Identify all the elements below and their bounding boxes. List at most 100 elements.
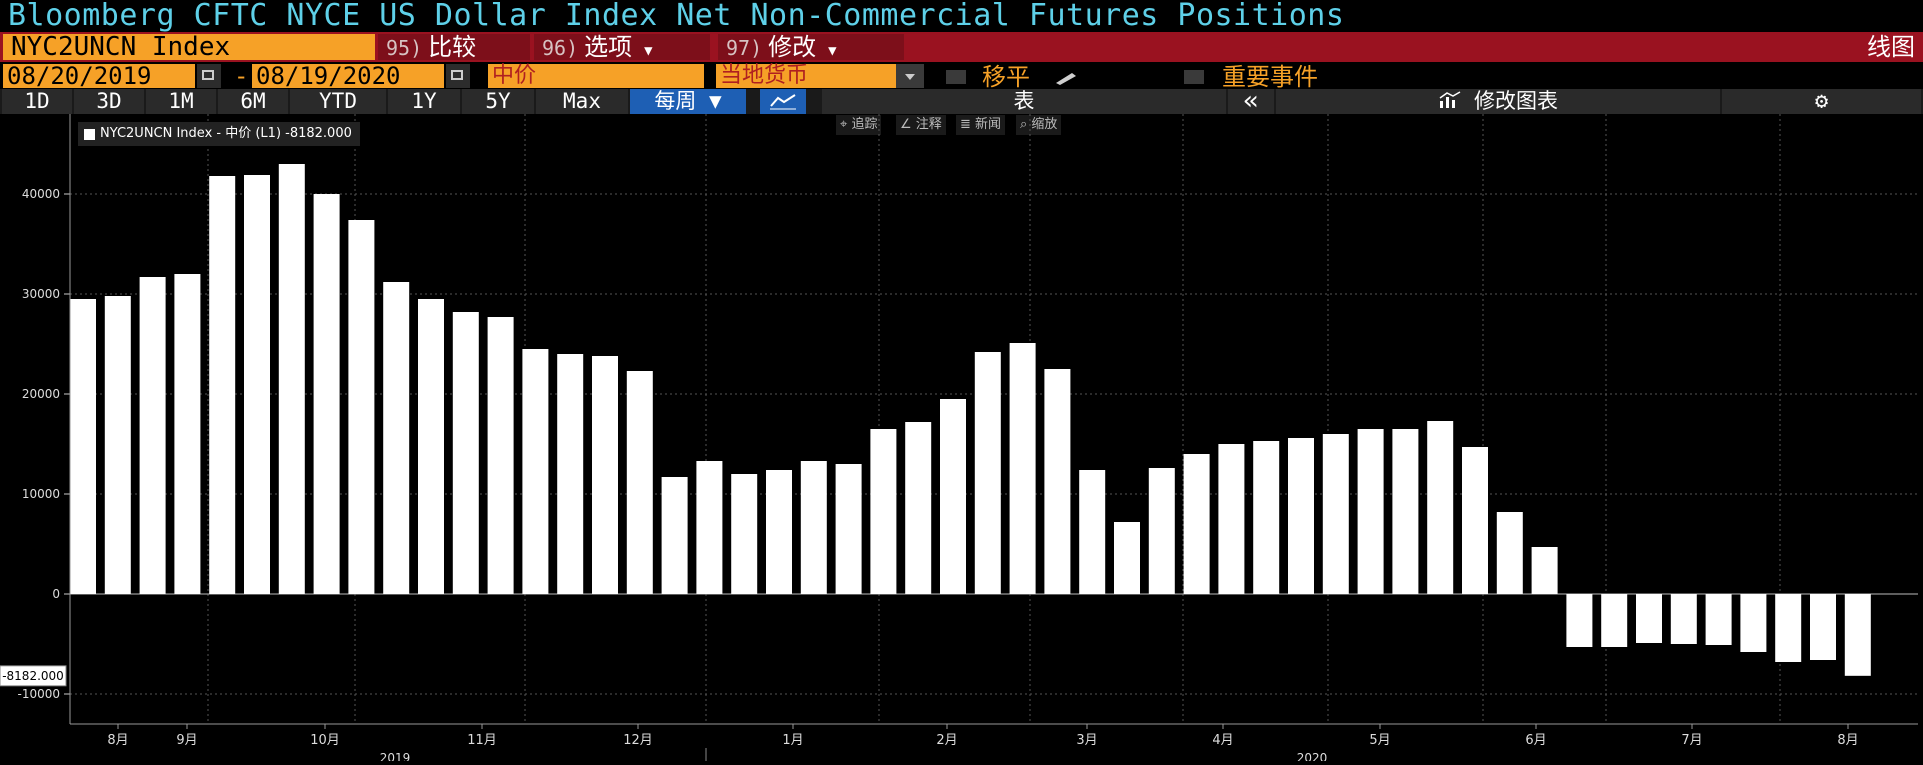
compare-button[interactable]: 95) 比较: [378, 34, 530, 60]
news-label: 新闻: [975, 117, 1002, 132]
options-number: 96): [542, 36, 579, 60]
bar-series: [70, 164, 1871, 676]
bar: [313, 194, 340, 594]
end-date-field[interactable]: 08/19/2020: [252, 64, 444, 88]
bar: [1427, 421, 1454, 594]
bar: [592, 356, 618, 594]
range-max[interactable]: Max: [536, 89, 628, 114]
bar: [696, 461, 723, 594]
function-bar: NYC2UNCN Index 95) 比较 96) 选项 ▼ 97) 修改 ▼ 线图: [0, 32, 1923, 62]
zoom-icon: ⌕: [1020, 117, 1032, 132]
gear-icon[interactable]: ⚙: [1722, 89, 1921, 114]
bar: [1044, 369, 1071, 594]
x-tick-label: 2月: [936, 733, 957, 748]
legend: NYC2UNCN Index - 中价 (L1) -8182.000: [78, 122, 360, 146]
crosshair-icon: ⌖: [840, 117, 852, 132]
range-1d[interactable]: 1D: [2, 89, 72, 114]
pencil-icon[interactable]: [1054, 70, 1080, 85]
line-chart-icon[interactable]: [760, 89, 806, 114]
bar: [1322, 434, 1349, 594]
range-1y[interactable]: 1Y: [388, 89, 460, 114]
bar: [1636, 594, 1662, 643]
collapse-icon[interactable]: «: [1228, 88, 1274, 114]
calendar-icon[interactable]: [197, 64, 221, 88]
bar: [1740, 594, 1767, 652]
track-label: 追踪: [851, 117, 878, 132]
bar: [1253, 441, 1280, 594]
options-button[interactable]: 96) 选项 ▼: [534, 34, 710, 60]
bar: [244, 175, 270, 594]
y-tick-label: 10000: [22, 487, 60, 501]
range-6m[interactable]: 6M: [218, 89, 288, 114]
chevron-down-icon: ▼: [828, 43, 837, 59]
bar: [1288, 438, 1314, 594]
currency-dropdown-button[interactable]: [896, 64, 924, 88]
edit-label: 修改: [768, 33, 817, 61]
chart-area: -10000 0 10000 20000 30000 40000 -8182.000 8月 9…: [0, 114, 1923, 765]
bar: [800, 461, 827, 594]
bar: [452, 312, 479, 594]
range-3d[interactable]: 3D: [74, 89, 144, 114]
price-field-select[interactable]: 中价: [488, 64, 704, 88]
chart-type-label[interactable]: 线图: [1867, 33, 1915, 61]
x-tick-label: 1月: [782, 733, 803, 748]
bar: [1392, 429, 1419, 594]
track-tool[interactable]: ⌖ 追踪: [836, 115, 882, 135]
compare-label: 比较: [428, 33, 477, 61]
x-tick-label: 4月: [1212, 733, 1233, 748]
bar-chart: -10000 0 10000 20000 30000 40000 -8182.000 8月 9…: [0, 114, 1918, 765]
y-tick-label: 40000: [22, 187, 60, 201]
bar: [1566, 594, 1593, 647]
x-tick-label: 5月: [1369, 733, 1390, 748]
last-value-tag: [0, 665, 67, 687]
bar: [70, 299, 96, 594]
zoom-tool[interactable]: ⌕ 缩放: [1016, 115, 1062, 135]
table-button[interactable]: 表: [822, 89, 1226, 114]
y-tick-label: 20000: [22, 387, 60, 401]
bar: [1775, 594, 1802, 662]
bar: [1218, 444, 1245, 594]
bar: [1148, 468, 1175, 594]
range-ytd[interactable]: YTD: [290, 89, 386, 114]
bar: [174, 274, 201, 594]
bar: [905, 422, 932, 594]
edit-chart-label: 修改图表: [1474, 89, 1558, 113]
year-label: 2020: [1297, 751, 1328, 761]
edit-button[interactable]: 97) 修改 ▼: [718, 34, 904, 60]
edit-chart-button[interactable]: 修改图表: [1276, 89, 1720, 114]
shift-checkbox[interactable]: [946, 70, 966, 84]
events-checkbox[interactable]: [1184, 70, 1204, 84]
news-tool[interactable]: ≣ 新闻: [956, 115, 1006, 135]
currency-select[interactable]: 当地货币: [716, 64, 896, 88]
bar: [383, 282, 410, 594]
ticker-field[interactable]: NYC2UNCN Index: [3, 34, 375, 60]
bar: [1357, 429, 1384, 594]
bar: [1183, 454, 1210, 594]
year-label: 2019: [380, 751, 411, 761]
bar: [1705, 594, 1732, 645]
range-5y[interactable]: 5Y: [462, 89, 534, 114]
bar: [940, 399, 966, 594]
y-tick-label: -10000: [17, 687, 60, 701]
edit-chart-icon: [1438, 90, 1462, 115]
bar: [104, 296, 131, 594]
calendar-icon[interactable]: [446, 64, 470, 88]
chevron-down-icon: [905, 74, 915, 80]
annotate-label: 注释: [915, 117, 942, 132]
start-date-field[interactable]: 08/20/2019: [3, 64, 195, 88]
y-tick-label: 0: [52, 587, 60, 601]
bar: [974, 352, 1001, 594]
range-1m[interactable]: 1M: [146, 89, 216, 114]
annotate-tool[interactable]: ∠ 注释: [896, 115, 946, 135]
bar: [731, 474, 758, 594]
periodicity-select[interactable]: 每周 ▼: [630, 89, 746, 114]
x-tick-label: 11月: [467, 733, 497, 748]
bar: [487, 317, 514, 594]
legend-swatch: [84, 129, 95, 140]
bar: [626, 371, 653, 594]
bar: [1079, 470, 1106, 594]
y-tick-label: 30000: [22, 287, 60, 301]
x-tick-label: 8月: [1837, 733, 1858, 748]
options-label: 选项: [584, 33, 633, 61]
annotate-icon: ∠: [900, 117, 916, 132]
